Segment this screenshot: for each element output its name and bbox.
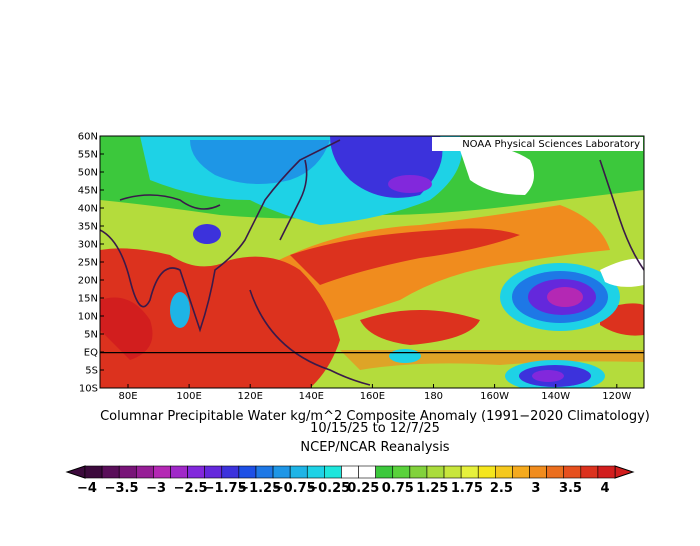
colorbar-label: 0.75 — [382, 481, 414, 496]
colorbar-box — [255, 465, 274, 479]
lon-label: 120E — [237, 391, 262, 402]
colorbar-label: 0.25 — [347, 481, 379, 496]
lat-label: 5N — [84, 330, 98, 341]
caption-title: Columnar Precipitable Water kg/m^2 Compo… — [100, 409, 650, 424]
lat-label: 10N — [78, 312, 98, 323]
colorbar-box — [306, 465, 325, 479]
colorbar: −4 −3.5 −3 −2.5−1.75−1.25−0.75−0.250.25 0.75… — [65, 465, 635, 496]
credit-box — [432, 137, 643, 151]
lat-label: 30N — [78, 240, 98, 251]
lat-label: 20N — [78, 276, 98, 287]
lat-label: 50N — [78, 168, 98, 179]
colorbar-label: 1.75 — [451, 481, 483, 496]
credit: NOAA Physical Sciences Laboratory — [462, 139, 640, 150]
colorbar-label: 1.25 — [416, 481, 448, 496]
colorbar-box — [272, 465, 291, 479]
colorbar-box — [495, 465, 513, 479]
caption-dates: 10/15/25 to 12/7/25 — [310, 421, 440, 436]
lat-label: 25N — [78, 258, 98, 269]
lon-label: 140E — [299, 391, 324, 402]
colorbar-box — [426, 465, 445, 479]
lon-label: 140W — [541, 391, 570, 402]
lat-label: 45N — [78, 186, 98, 197]
colorbar-box — [443, 465, 462, 479]
colorbar-box — [187, 465, 205, 479]
colorbar-box — [563, 465, 582, 479]
lat-label: 15N — [78, 294, 98, 305]
lat-label: 10S — [79, 384, 98, 395]
colorbar-label: −0.25 — [307, 481, 350, 496]
lat-label: 5S — [85, 366, 98, 377]
lon-labels: 80E 100E 120E 140E 160E 180 160W 140W 120W — [118, 384, 631, 402]
colorbar-box — [477, 465, 496, 479]
lat-label: 55N — [78, 150, 98, 161]
colorbar-box — [375, 465, 394, 479]
colorbar-box — [324, 465, 342, 479]
lon-label: 160E — [360, 391, 385, 402]
caption-source: NCEP/NCAR Reanalysis — [300, 440, 449, 455]
colorbar-left-arrow — [65, 465, 86, 479]
colorbar-label: 4 — [600, 481, 609, 496]
lon-label: 160W — [480, 391, 509, 402]
lat-label: 60N — [78, 132, 98, 143]
lon-label: 80E — [118, 391, 137, 402]
colorbar-box — [204, 465, 223, 479]
colorbar-box — [529, 465, 547, 479]
colorbar-box — [221, 465, 240, 479]
colorbar-label: −4 — [77, 481, 97, 496]
colorbar-box — [289, 465, 308, 479]
colorbar-label: −3 — [146, 481, 166, 496]
colorbar-box — [460, 465, 479, 479]
colorbar-box — [170, 465, 188, 479]
lat-label: 35N — [78, 222, 98, 233]
colorbar-box — [409, 465, 428, 479]
colorbar-box — [153, 465, 171, 479]
lon-label: 100E — [176, 391, 201, 402]
colorbar-box — [597, 465, 616, 479]
colorbar-box — [238, 465, 257, 479]
colorbar-label: 3.5 — [559, 481, 582, 496]
lat-label: EQ — [84, 348, 98, 359]
lat-label: 40N — [78, 204, 98, 215]
colorbar-box — [580, 465, 599, 479]
colorbar-box — [84, 465, 103, 479]
lon-label: 120W — [602, 391, 631, 402]
colorbar-box — [358, 465, 376, 479]
colorbar-box — [392, 465, 411, 479]
colorbar-label: 3 — [531, 481, 540, 496]
colorbar-box — [135, 465, 154, 479]
colorbar-right-arrow — [614, 465, 635, 479]
colorbar-label: −1.75 — [204, 481, 247, 496]
colorbar-label: −0.75 — [273, 481, 316, 496]
colorbar-box — [118, 465, 137, 479]
colorbar-label: −3.5 — [105, 481, 139, 496]
lon-label: 180 — [424, 391, 443, 402]
colorbar-label: 2.5 — [490, 481, 513, 496]
colorbar-box — [341, 465, 359, 479]
anomaly-field — [100, 136, 644, 388]
colorbar-box — [546, 465, 565, 479]
colorbar-box — [512, 465, 530, 479]
colorbar-label: −2.5 — [174, 481, 208, 496]
colorbar-label: −1.25 — [238, 481, 281, 496]
lat-labels: 60N 55N 50N 45N 40N 35N 30N 25N 20N 15N 10N 5N EQ 5S 1… — [78, 132, 104, 395]
colorbar-box — [101, 465, 120, 479]
